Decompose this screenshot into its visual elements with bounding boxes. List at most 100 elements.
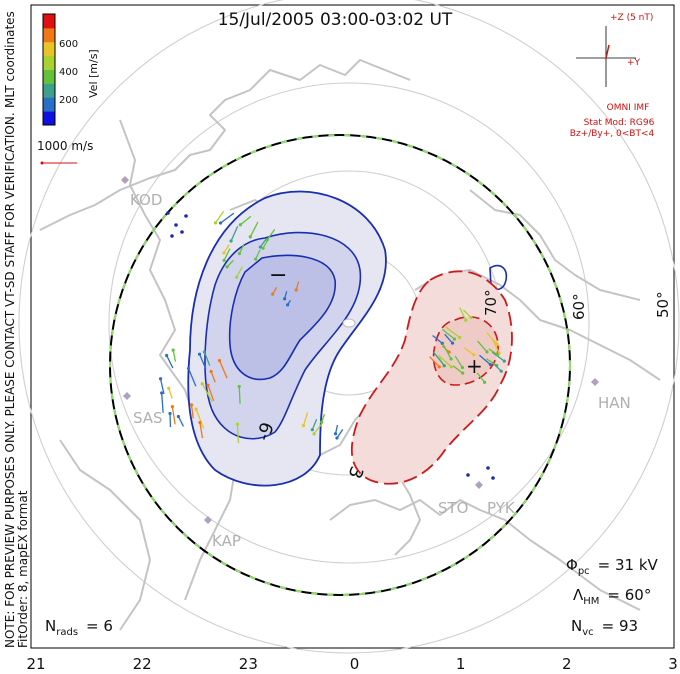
- velocity-vector-origin: [502, 359, 506, 363]
- coastline-west: [119, 119, 236, 601]
- imf-source: OMNI IMF: [607, 103, 650, 113]
- lambda-sub: HM: [583, 596, 599, 607]
- velocity-vector-origin: [167, 386, 171, 390]
- velocity-vector: [223, 244, 230, 254]
- velocity-vector: [236, 424, 240, 444]
- velocity-vector-origin: [452, 337, 457, 341]
- lat-label-70: 70°: [482, 289, 500, 316]
- colorbar-block: [43, 14, 55, 29]
- imf-y-label: +Y: [627, 58, 641, 68]
- velocity-vector-origin: [229, 239, 233, 243]
- velocity-vector-origin: [485, 350, 489, 354]
- velocity-vector: [236, 266, 243, 278]
- colorbar-tick-400: 400: [59, 67, 78, 78]
- velocity-vector-origin: [335, 436, 339, 440]
- velocity-vector-origin: [218, 221, 223, 225]
- velocity-vector: [199, 422, 204, 439]
- velocity-vector: [195, 408, 205, 429]
- velocity-vector-origin: [283, 297, 287, 301]
- velocity-vector: [177, 416, 185, 427]
- velocity-vector: [477, 340, 488, 353]
- velocity-vector-origin: [258, 245, 262, 249]
- velocity-vector-origin: [225, 265, 229, 269]
- velocity-vector-origin: [174, 223, 178, 227]
- mlt-tick-label: 0: [350, 655, 360, 673]
- velocity-vector: [442, 328, 455, 340]
- colorbar-tick-600: 600: [59, 39, 78, 50]
- velocity-vector-origin: [495, 353, 500, 357]
- velocity-vector-origin: [486, 466, 490, 470]
- velocity-vector-origin: [460, 365, 464, 370]
- velocity-vector: [452, 365, 464, 374]
- velocity-vector: [486, 332, 498, 345]
- velocity-vector-origin: [170, 234, 174, 238]
- velocity-vector: [159, 378, 165, 395]
- velocity-colorbar: 600 400 200 Vel [m/s]: [42, 13, 100, 126]
- station-kod-diamond: [121, 176, 129, 184]
- velocity-vector-origin: [261, 246, 265, 250]
- station-kap-diamond: [204, 516, 212, 524]
- colorbar-block: [43, 97, 55, 112]
- colorbar-block: [43, 69, 55, 84]
- station-sas-diamond: [123, 392, 131, 400]
- mlt-tick-label: 1: [456, 655, 466, 673]
- velocity-vector-origin: [170, 404, 174, 409]
- station-sto: STO: [438, 499, 469, 517]
- velocity-vector-origin: [222, 258, 226, 262]
- velocity-vector-origin: [198, 420, 202, 425]
- imf-z-label: +Z (5 nT): [610, 13, 653, 23]
- velocity-vector-origin: [449, 365, 453, 369]
- velocity-vector-origin: [442, 364, 446, 368]
- velocity-vector-origin: [253, 257, 258, 261]
- velocity-vector-origin: [320, 420, 324, 424]
- velocity-vector: [488, 348, 498, 356]
- positive-cell-inner: [432, 316, 499, 386]
- velocity-vector-origin: [171, 348, 175, 352]
- velocity-vector-origin: [206, 383, 210, 387]
- imf-model: Stat Mod: RG96: [584, 118, 655, 128]
- negative-cell-inner: [228, 254, 336, 381]
- fitorder-note: FitOrder: 8, mapEX format: [16, 490, 30, 648]
- scale-vector-origin: [40, 161, 44, 165]
- velocity-vector-origin: [312, 432, 316, 436]
- velocity-vector-origin: [194, 407, 198, 411]
- velocity-vector-origin: [488, 362, 492, 367]
- negative-cell: [187, 190, 508, 487]
- velocity-vector: [459, 307, 467, 321]
- velocity-vector-origin: [469, 315, 473, 320]
- velocity-vector-origin: [160, 391, 164, 395]
- coastline-southwest: [59, 439, 151, 631]
- velocity-vector-origin: [461, 371, 465, 375]
- mlt-tick-label: 21: [26, 655, 45, 673]
- velocity-vector: [207, 384, 215, 402]
- velocity-vector-origin: [222, 251, 226, 255]
- potential-max-marker: +: [466, 354, 483, 378]
- magnetic-pole-marker: [342, 318, 356, 328]
- imf-clock: +Z (5 nT) +Y OMNI IMF Stat Mod: RG96 Bz+…: [570, 13, 655, 139]
- lat-label-50: 50°: [654, 291, 672, 318]
- velocity-vector-origin: [310, 428, 314, 432]
- velocity-vector: [454, 355, 463, 368]
- velocity-vector-origin: [333, 432, 338, 436]
- velocity-vector-origin: [437, 365, 441, 369]
- velocity-vector: [201, 383, 213, 403]
- velocity-vector: [171, 406, 176, 425]
- map-title: 15/Jul/2005 03:00-03:02 UT: [218, 10, 453, 30]
- imf-condition: Bz+/By+, 0<BT<4: [570, 129, 655, 139]
- velocity-vector: [313, 423, 323, 435]
- colorbar-block: [43, 111, 55, 126]
- velocity-vector: [491, 351, 505, 362]
- potential-min-marker: −: [269, 263, 287, 288]
- hm-boundary-dashes: [109, 134, 571, 596]
- mlt-tick-label: 2: [562, 655, 572, 673]
- velocity-vector: [230, 225, 239, 242]
- phi-value: = 31 kV: [598, 556, 659, 574]
- velocity-vector: [198, 353, 207, 370]
- lat-ring-60: [108, 82, 590, 564]
- velocity-vector-origin: [166, 211, 170, 215]
- scale-label: 1000 m/s: [37, 139, 93, 153]
- station-pyk: PYK: [487, 499, 516, 517]
- velocity-vector: [161, 392, 164, 413]
- velocity-vector-origin: [237, 252, 242, 256]
